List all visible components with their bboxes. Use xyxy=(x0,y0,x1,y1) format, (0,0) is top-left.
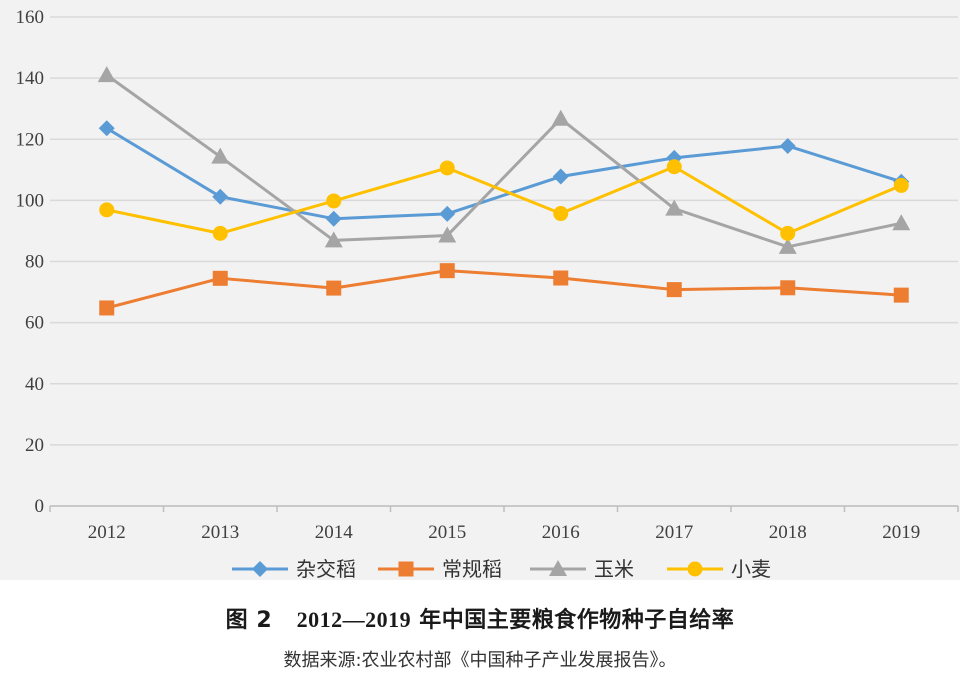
data-point xyxy=(438,226,457,243)
legend-marker xyxy=(252,561,268,577)
y-tick-label: 160 xyxy=(16,7,45,28)
series-line xyxy=(105,73,902,249)
legend-marker xyxy=(398,561,414,577)
x-tick-label: 2012 xyxy=(88,522,126,543)
legend-item-1: 常规稻 xyxy=(378,557,502,580)
axes: 0 20 40 60 80 100 120 140 160 2012 2013 2014 2015 201… xyxy=(16,7,959,543)
x-tick-label: 2014 xyxy=(315,522,354,543)
legend-marker xyxy=(687,561,703,577)
line-chart: 0 20 40 60 80 100 120 140 160 2012 2013 2014 2015 201… xyxy=(16,7,959,580)
legend-item-2: 玉米 xyxy=(530,557,634,580)
x-tick-label: 2017 xyxy=(655,522,693,543)
series-line xyxy=(106,165,902,235)
figure-title: 年中国主要粮食作物种子自给率 xyxy=(419,608,735,633)
data-point xyxy=(97,66,116,83)
y-tick-label: 140 xyxy=(16,68,45,89)
series-1 xyxy=(99,263,909,316)
data-point xyxy=(212,225,228,241)
data-point xyxy=(98,120,115,137)
legend-label: 玉米 xyxy=(594,557,634,580)
y-tick-label: 80 xyxy=(25,252,44,273)
x-tick-label: 2016 xyxy=(542,522,580,543)
data-point xyxy=(439,263,455,279)
data-point xyxy=(665,199,684,216)
data-point xyxy=(99,202,115,218)
data-point xyxy=(553,270,569,286)
data-point xyxy=(892,214,911,231)
legend-label: 常规稻 xyxy=(442,557,502,580)
x-tick-label: 2013 xyxy=(201,522,239,543)
data-point xyxy=(326,280,342,296)
y-tick-label: 40 xyxy=(25,374,44,395)
legend: 杂交稻 常规稻 玉米 小麦 xyxy=(232,557,771,580)
legend-item-0: 杂交稻 xyxy=(232,557,356,580)
series-line xyxy=(105,126,902,221)
year-range: 2012—2019 xyxy=(296,607,412,632)
y-tick-label: 0 xyxy=(35,496,45,517)
series-2 xyxy=(97,66,911,254)
legend-label: 小麦 xyxy=(731,557,771,580)
legend-marker xyxy=(549,560,567,576)
data-point xyxy=(99,300,115,316)
data-point xyxy=(551,109,570,126)
figure-caption: 图 2 2012—2019 年中国主要粮食作物种子自给率 xyxy=(0,602,960,634)
data-point xyxy=(893,177,909,193)
y-tick-label: 120 xyxy=(16,129,45,150)
data-point xyxy=(326,193,342,209)
gridlines xyxy=(50,16,958,507)
data-point xyxy=(779,137,796,154)
data-point xyxy=(893,287,909,303)
data-point xyxy=(553,206,569,222)
data-point xyxy=(780,225,796,241)
series-line xyxy=(106,269,902,310)
series-3 xyxy=(99,159,909,241)
y-tick-label: 100 xyxy=(16,190,45,211)
legend-item-3: 小麦 xyxy=(667,557,771,580)
data-source-note: 数据来源:农业农村部《中国种子产业发展报告》。 xyxy=(283,650,677,671)
data-point xyxy=(325,210,342,227)
figure-label: 图 2 xyxy=(225,608,273,633)
data-point xyxy=(439,205,456,222)
series-0 xyxy=(98,120,910,227)
data-point xyxy=(778,237,797,254)
data-point xyxy=(780,280,796,296)
x-tick-label: 2019 xyxy=(882,522,920,543)
x-tick-label: 2015 xyxy=(428,522,466,543)
y-tick-label: 20 xyxy=(25,435,44,456)
series-lines xyxy=(97,66,911,316)
data-point xyxy=(552,168,569,185)
data-point xyxy=(212,270,228,286)
legend-label: 杂交稻 xyxy=(296,557,356,580)
data-point xyxy=(439,160,455,176)
data-point xyxy=(666,282,682,298)
x-tick-label: 2018 xyxy=(769,522,807,543)
data-point xyxy=(666,159,682,175)
y-tick-label: 60 xyxy=(25,313,44,334)
data-point xyxy=(324,231,343,248)
data-point xyxy=(212,188,229,205)
data-point xyxy=(211,147,230,164)
